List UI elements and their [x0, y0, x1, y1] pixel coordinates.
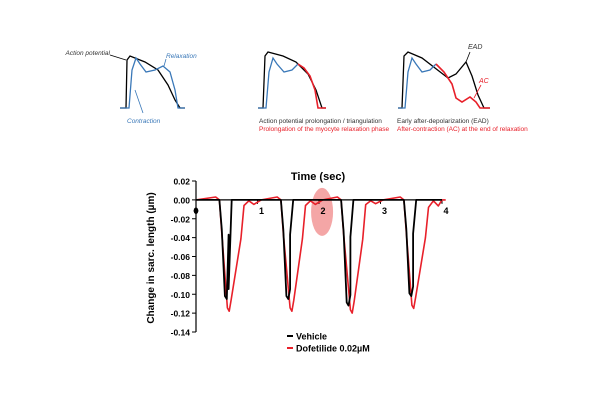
schematic-1-contract-pointer	[134, 89, 144, 114]
legend-label: Dofetilide 0.02µM	[296, 344, 370, 354]
series-layer	[195, 196, 446, 314]
y-tick-label: -0.02	[171, 214, 191, 224]
x-tick-label: 2	[320, 206, 325, 216]
caption-2-line-1: Action potential prolongation / triangul…	[259, 118, 382, 125]
y-tick-label: 0.02	[173, 177, 190, 187]
x-tick-label: 0	[193, 206, 198, 216]
schematic-3-contraction-trace	[398, 56, 437, 109]
legend: Vehicle Dofetilide 0.02µM	[287, 332, 370, 354]
schematic-3-after-contraction-trace	[435, 63, 490, 109]
schematic-1-relax-pointer	[163, 58, 167, 67]
schematic-3-ead-pointer	[465, 51, 471, 63]
chart-title: Time (sec)	[291, 171, 346, 183]
tick-label-layer: 0.02 0.00 -0.02 -0.04 -0.06 -0.08 -0.10 -0.12 -0…	[171, 177, 449, 338]
schematic-2-action-potential-trace	[258, 51, 326, 109]
label-ac: AC	[478, 78, 490, 85]
legend-label: Vehicle	[296, 332, 327, 342]
y-tick-label: -0.08	[171, 271, 191, 281]
y-tick-label: -0.04	[171, 233, 191, 243]
schematic-normal: Action potential Relaxation Contraction	[65, 50, 198, 125]
y-tick-label: -0.10	[171, 290, 191, 300]
caption-3-line-1: Early after-depolarization (EAD)	[397, 118, 489, 125]
schematic-3-ac-pointer	[473, 84, 482, 99]
y-tick-label: -0.12	[171, 309, 191, 319]
schematic-2-contraction-trace	[258, 56, 299, 109]
schematic-prolongation: Action potential prolongation / triangul…	[258, 51, 389, 133]
label-contraction: Contraction	[127, 118, 161, 125]
sarcomere-length-chart: 0.02 0.00 -0.02 -0.04 -0.06 -0.08 -0.10 -0.12 -0…	[146, 171, 449, 354]
y-tick-label: -0.06	[171, 252, 191, 262]
y-axis-label: Change in sarc. length (µm)	[146, 192, 157, 323]
schematic-1-contraction-trace	[120, 56, 185, 109]
x-tick-label: 4	[443, 206, 448, 216]
x-tick-label: 3	[382, 206, 387, 216]
schematic-1-ap-pointer	[109, 54, 127, 61]
series-dofetilide-line	[195, 196, 446, 314]
x-tick-label: 1	[259, 206, 264, 216]
caption-2-line-2: Prolongation of the myocyte relaxation p…	[259, 126, 389, 133]
label-relaxation: Relaxation	[166, 53, 197, 60]
series-vehicle-line	[196, 199, 442, 307]
schematic-2-prolonged-relaxation-trace	[297, 63, 326, 109]
schematic-ead: EAD AC Early after-depolarization (EAD) …	[397, 44, 528, 133]
label-ead: EAD	[468, 44, 482, 51]
caption-3-line-2: After-contraction (AC) at the end of rel…	[397, 126, 528, 133]
y-tick-label: -0.14	[171, 328, 191, 338]
label-action-potential: Action potential	[65, 50, 111, 57]
y-tick-label: 0.00	[173, 195, 190, 205]
origin-dot	[193, 208, 199, 214]
